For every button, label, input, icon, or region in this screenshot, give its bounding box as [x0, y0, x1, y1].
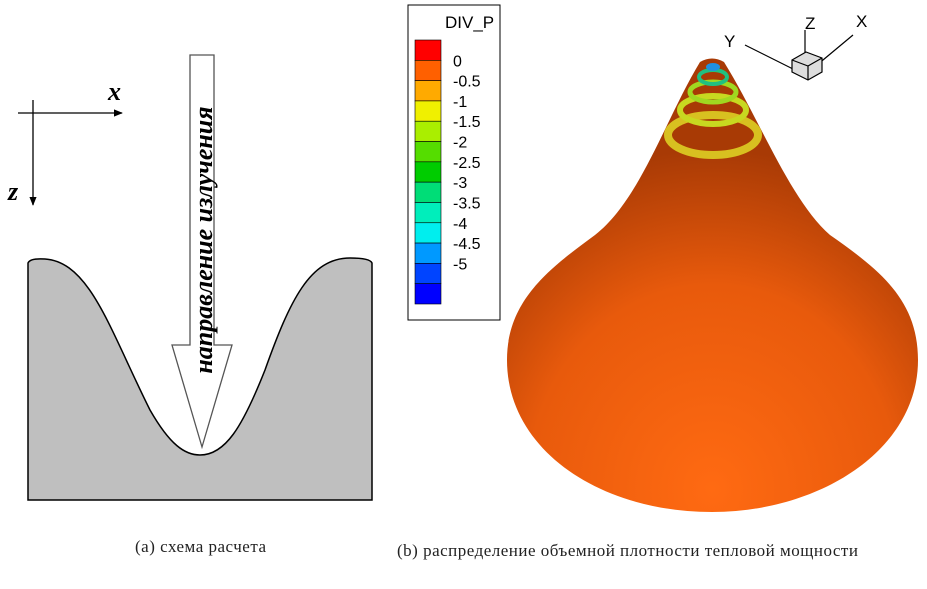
- legend-swatch: [414, 202, 442, 224]
- band: [677, 93, 749, 127]
- legend-swatch: [414, 242, 442, 264]
- legend-swatch: [414, 141, 442, 163]
- x-label: x: [107, 77, 121, 106]
- legend-swatch: [414, 161, 442, 183]
- band: [706, 63, 720, 71]
- legend-swatch: [414, 80, 442, 102]
- legend-label: -3.5: [453, 195, 481, 212]
- legend-label: -3: [453, 175, 467, 192]
- legend-swatch: [414, 39, 442, 61]
- legend-swatch: [414, 181, 442, 203]
- legend-swatch: [414, 100, 442, 122]
- legend-swatch: [414, 120, 442, 142]
- legend-swatch: [414, 222, 442, 244]
- figure: x z направление излучения Y Z X DIV_P 0 -…: [7, 4, 918, 512]
- profile: [27, 257, 373, 501]
- legend-swatch: [414, 60, 442, 81]
- legend-swatch: [414, 283, 442, 305]
- triad: [744, 30, 854, 81]
- arrow-label: направление излучения: [189, 106, 218, 373]
- legend-label: -1.5: [453, 114, 481, 131]
- legend: 0 -0.5 -1 -1.5 -2 -2.5 -3 -3.5 -4 -4.5 -5: [414, 39, 481, 305]
- caption-a: (a) схема расчета: [135, 537, 267, 556]
- arrow: [171, 54, 233, 450]
- cone: [507, 58, 918, 512]
- triad-z: Z: [805, 14, 815, 33]
- legend-swatch: [414, 263, 442, 284]
- caption-b: (b) распределение объемной плотности теп…: [397, 541, 859, 560]
- legend-label: -1: [453, 94, 467, 111]
- legend-label: -4.5: [453, 236, 481, 253]
- triad-x: X: [856, 12, 867, 31]
- legend-label: -4: [453, 216, 467, 233]
- legend-label: -2.5: [453, 155, 481, 172]
- z-label: z: [7, 177, 19, 206]
- legend-label: -2: [453, 135, 467, 152]
- legend-label: -0.5: [453, 74, 481, 91]
- band: [664, 111, 762, 159]
- legend-label: -5: [453, 256, 467, 273]
- legend-label: 0: [453, 53, 462, 70]
- legend-title: DIV_P: [445, 13, 494, 32]
- triad-y: Y: [724, 32, 735, 51]
